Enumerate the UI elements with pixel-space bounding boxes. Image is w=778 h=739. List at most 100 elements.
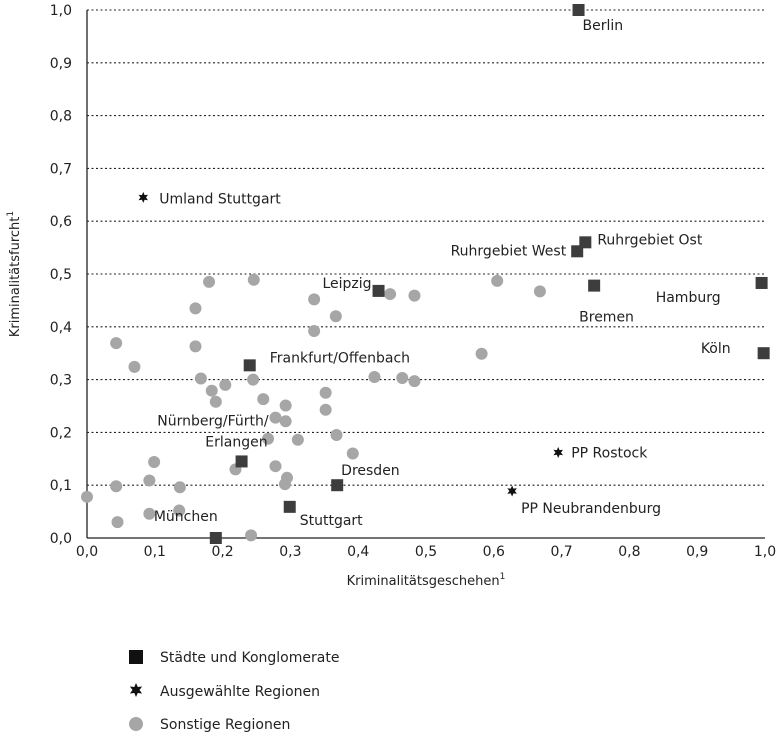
point-labels: Berlin Ruhrgebiet Ost Ruhrgebiet West Breme… bbox=[154, 18, 731, 529]
point-label: Stuttgart bbox=[300, 513, 363, 529]
y-tick-label: 0,0 bbox=[50, 531, 72, 547]
point-staedte bbox=[283, 500, 296, 513]
point-label: Frankfurt/Offenbach bbox=[270, 350, 410, 366]
point-label: PP Neubrandenburg bbox=[521, 501, 661, 517]
y-tick-label: 0,4 bbox=[50, 320, 72, 336]
point-staedte bbox=[571, 245, 584, 258]
point-sonstige bbox=[143, 474, 156, 487]
point-sonstige bbox=[533, 285, 546, 298]
point-sonstige bbox=[396, 372, 409, 385]
x-tick-label: 0,0 bbox=[76, 544, 98, 560]
y-tick-label: 0,1 bbox=[50, 478, 72, 494]
point-label: München bbox=[154, 509, 218, 525]
point-sonstige bbox=[173, 481, 186, 494]
point-staedte bbox=[755, 276, 768, 289]
x-tick-labels: 0,0 0,1 0,2 0,3 0,4 0,5 0,6 0,7 0,8 0,9 1,0 bbox=[76, 544, 776, 560]
point-sonstige bbox=[189, 340, 202, 353]
y-tick-label: 0,8 bbox=[50, 109, 72, 125]
point-sonstige bbox=[173, 504, 186, 517]
x-axis-title: Kriminalitätsgeschehen1 bbox=[347, 572, 506, 589]
x-tick-label: 1,0 bbox=[754, 544, 776, 560]
data-points bbox=[81, 4, 770, 544]
point-label: PP Rostock bbox=[571, 445, 648, 461]
point-label: Köln bbox=[701, 341, 731, 357]
point-sonstige bbox=[384, 288, 397, 301]
legend: Städte und Konglomerate Ausgewählte Regi… bbox=[129, 650, 339, 733]
point-sonstige bbox=[281, 471, 294, 484]
point-sonstige bbox=[269, 460, 282, 473]
point-ausgewaehlt bbox=[553, 447, 563, 458]
point-sonstige bbox=[219, 378, 232, 391]
point-sonstige bbox=[269, 411, 282, 424]
point-staedte bbox=[588, 279, 601, 292]
y-tick-label: 0,2 bbox=[50, 425, 72, 441]
legend-circle-icon bbox=[129, 717, 143, 731]
point-sonstige bbox=[203, 275, 216, 288]
point-label: Ruhrgebiet West bbox=[451, 243, 567, 259]
point-sonstige bbox=[308, 293, 321, 306]
y-tick-label: 0,9 bbox=[50, 56, 72, 72]
point-label: Hamburg bbox=[656, 290, 721, 306]
point-staedte bbox=[235, 455, 248, 468]
x-tick-label: 0,6 bbox=[483, 544, 505, 560]
point-sonstige bbox=[279, 415, 292, 428]
point-sonstige bbox=[308, 325, 321, 338]
point-label: Ruhrgebiet Ost bbox=[597, 232, 702, 248]
point-ausgewaehlt bbox=[138, 191, 148, 203]
x-tick-label: 0,2 bbox=[211, 544, 233, 560]
x-tick-label: 0,3 bbox=[279, 544, 301, 560]
x-tick-label: 0,1 bbox=[144, 544, 166, 560]
point-sonstige bbox=[205, 384, 218, 397]
point-label: Dresden bbox=[341, 463, 400, 479]
point-label: Berlin bbox=[583, 18, 624, 34]
point-sonstige bbox=[128, 360, 141, 373]
point-sonstige bbox=[291, 433, 304, 446]
point-sonstige bbox=[111, 516, 124, 529]
point-sonstige bbox=[110, 337, 123, 350]
y-tick-labels: 0,0 0,1 0,2 0,3 0,4 0,5 0,6 0,7 0,8 0,9 1,0 bbox=[50, 3, 72, 547]
point-sonstige bbox=[143, 507, 156, 520]
point-label: Nürnberg/Fürth/Erlangen bbox=[157, 413, 269, 450]
point-sonstige bbox=[408, 289, 421, 302]
grid-lines bbox=[87, 9, 765, 486]
y-tick-label: 0,3 bbox=[50, 373, 72, 389]
legend-label-ausgewaehlt: Ausgewählte Regionen bbox=[160, 684, 320, 700]
x-tick-label: 0,7 bbox=[550, 544, 572, 560]
point-sonstige bbox=[148, 455, 161, 468]
x-tick-label: 0,4 bbox=[347, 544, 369, 560]
point-sonstige bbox=[491, 274, 504, 287]
point-staedte bbox=[331, 479, 344, 492]
legend-label-sonstige: Sonstige Regionen bbox=[160, 717, 290, 733]
point-staedte bbox=[209, 532, 222, 544]
point-sonstige bbox=[329, 310, 342, 323]
y-tick-label: 1,0 bbox=[50, 3, 72, 19]
point-sonstige bbox=[368, 370, 381, 383]
point-sonstige bbox=[262, 432, 275, 445]
point-staedte bbox=[243, 359, 256, 372]
point-sonstige bbox=[408, 375, 421, 388]
point-staedte bbox=[757, 347, 770, 360]
point-sonstige bbox=[257, 393, 270, 406]
point-label: Umland Stuttgart bbox=[159, 191, 281, 207]
x-tick-label: 0,8 bbox=[618, 544, 640, 560]
point-ausgewaehlt bbox=[507, 485, 517, 497]
y-tick-label: 0,7 bbox=[50, 161, 72, 177]
y-tick-label: 0,6 bbox=[50, 214, 72, 230]
y-tick-label: 0,5 bbox=[50, 267, 72, 283]
point-sonstige bbox=[194, 372, 207, 385]
point-sonstige bbox=[247, 273, 260, 286]
y-axis-title: Kriminalitätsfurcht1 bbox=[6, 211, 23, 337]
point-sonstige bbox=[189, 302, 202, 315]
point-label: Bremen bbox=[579, 310, 634, 326]
point-sonstige bbox=[81, 490, 93, 503]
point-sonstige bbox=[346, 447, 359, 460]
axes bbox=[86, 10, 765, 539]
point-sonstige bbox=[245, 529, 258, 542]
x-tick-label: 0,9 bbox=[686, 544, 708, 560]
point-staedte bbox=[572, 4, 585, 16]
point-sonstige bbox=[279, 399, 292, 412]
point-sonstige bbox=[319, 386, 332, 399]
point-label: Leipzig bbox=[322, 276, 371, 292]
point-sonstige bbox=[319, 403, 332, 416]
